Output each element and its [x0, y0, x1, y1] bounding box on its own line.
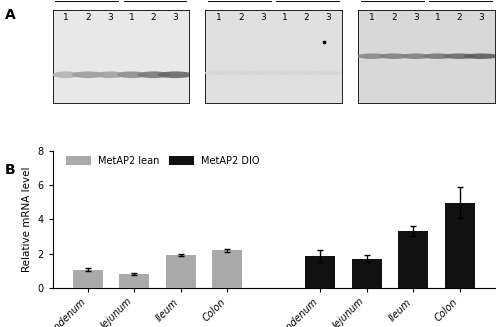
Text: 2: 2 — [304, 13, 310, 22]
Text: 3: 3 — [260, 13, 266, 22]
Text: 2: 2 — [391, 13, 396, 22]
Ellipse shape — [379, 53, 409, 59]
Bar — [352, 259, 382, 288]
Ellipse shape — [248, 71, 278, 75]
Ellipse shape — [72, 71, 104, 78]
Ellipse shape — [464, 53, 499, 59]
Bar — [166, 255, 196, 288]
Ellipse shape — [357, 53, 387, 59]
Text: 1: 1 — [129, 13, 134, 22]
Ellipse shape — [314, 71, 344, 75]
Text: 1: 1 — [369, 13, 375, 22]
Bar — [212, 250, 242, 288]
Ellipse shape — [52, 71, 80, 78]
Ellipse shape — [158, 71, 193, 78]
Text: 2: 2 — [151, 13, 156, 22]
Ellipse shape — [95, 71, 125, 78]
Text: A: A — [5, 8, 16, 22]
Text: 2: 2 — [238, 13, 244, 22]
Bar — [119, 274, 150, 288]
Ellipse shape — [292, 71, 322, 75]
Text: 3: 3 — [172, 13, 178, 22]
Text: 1: 1 — [435, 13, 440, 22]
Text: 2: 2 — [85, 13, 91, 22]
Ellipse shape — [137, 71, 170, 78]
Text: 1: 1 — [282, 13, 288, 22]
Ellipse shape — [443, 53, 476, 59]
Bar — [72, 270, 103, 288]
Bar — [305, 256, 336, 288]
Text: 1: 1 — [216, 13, 222, 22]
Bar — [398, 231, 428, 288]
Ellipse shape — [422, 53, 452, 59]
Text: 1: 1 — [64, 13, 69, 22]
Text: 3: 3 — [478, 13, 484, 22]
Ellipse shape — [270, 71, 300, 75]
Ellipse shape — [204, 71, 234, 75]
Ellipse shape — [226, 71, 256, 75]
Bar — [444, 203, 475, 288]
Text: 3: 3 — [107, 13, 112, 22]
Ellipse shape — [401, 53, 431, 59]
Y-axis label: Relative mRNA level: Relative mRNA level — [22, 166, 32, 272]
Legend: MetAP2 lean, MetAP2 DIO: MetAP2 lean, MetAP2 DIO — [62, 152, 264, 170]
Text: 3: 3 — [326, 13, 332, 22]
Text: 3: 3 — [413, 13, 418, 22]
Text: 2: 2 — [456, 13, 462, 22]
Ellipse shape — [116, 71, 146, 78]
Text: B: B — [5, 164, 15, 178]
